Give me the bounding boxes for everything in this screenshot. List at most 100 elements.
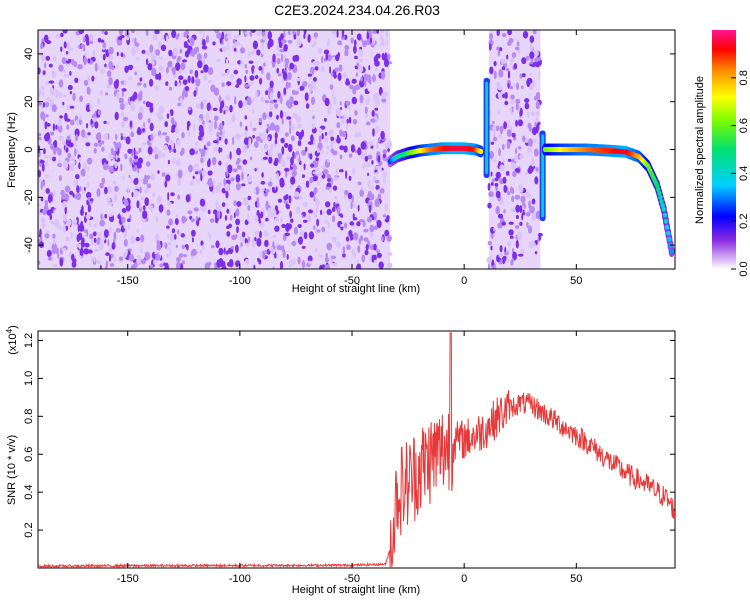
noise-speckle (374, 67, 378, 72)
noise-speckle (296, 30, 301, 37)
noise-speckle (324, 131, 328, 136)
noise-speckle (293, 100, 299, 106)
noise-speckle (341, 30, 345, 34)
noise-speckle (115, 227, 122, 233)
noise-speckle (504, 100, 509, 106)
noise-speckle (233, 69, 239, 75)
noise-speckle (253, 264, 256, 269)
noise-speckle (45, 114, 49, 118)
noise-speckle (247, 204, 251, 211)
noise-speckle (208, 182, 214, 187)
ridge-point (667, 236, 672, 242)
noise-speckle (231, 45, 235, 52)
noise-speckle (337, 40, 343, 46)
noise-speckle (44, 160, 49, 167)
noise-speckle (387, 140, 392, 149)
noise-speckle (206, 264, 210, 269)
noise-speckle (124, 201, 129, 207)
noise-speckle (503, 251, 509, 256)
noise-speckle (262, 156, 268, 160)
noise-speckle (165, 174, 171, 182)
noise-speckle (83, 56, 88, 66)
noise-speckle (118, 30, 123, 36)
noise-speckle (221, 260, 226, 268)
noise-speckle (236, 226, 239, 234)
noise-speckle (136, 162, 142, 169)
noise-speckle (493, 60, 497, 67)
noise-speckle (330, 262, 335, 266)
noise-speckle (149, 44, 154, 53)
noise-speckle (196, 103, 201, 109)
noise-speckle (293, 226, 298, 235)
noise-speckle (226, 81, 232, 86)
noise-speckle (38, 203, 41, 207)
noise-speckle (535, 62, 541, 68)
noise-speckle (508, 229, 514, 236)
noise-speckle (365, 244, 369, 251)
noise-speckle (372, 37, 375, 45)
noise-speckle (197, 60, 203, 69)
noise-speckle (310, 43, 316, 48)
noise-speckle (66, 135, 71, 141)
snr-y-label: SNR (10 * v/v) (6, 435, 18, 505)
noise-speckle (499, 164, 505, 172)
noise-speckle (372, 128, 375, 137)
noise-speckle (363, 237, 369, 242)
noise-speckle (357, 245, 361, 253)
noise-speckle (529, 51, 535, 59)
noise-speckle (177, 69, 182, 74)
noise-speckle (181, 33, 184, 37)
noise-speckle (362, 40, 368, 48)
noise-speckle (345, 80, 351, 86)
noise-speckle (376, 252, 382, 259)
noise-speckle (161, 34, 166, 40)
noise-speckle (152, 146, 159, 154)
noise-speckle (192, 123, 196, 131)
y-tick-label: 0.6 (23, 447, 35, 462)
noise-speckle (339, 115, 344, 119)
noise-speckle (225, 161, 228, 169)
noise-speckle (223, 107, 229, 111)
noise-speckle (216, 210, 221, 219)
noise-speckle (284, 142, 289, 148)
noise-speckle (134, 71, 138, 76)
noise-speckle (86, 123, 89, 129)
noise-speckle (58, 135, 64, 141)
noise-speckle (73, 179, 79, 187)
noise-speckle (244, 219, 249, 226)
noise-speckle (44, 174, 50, 178)
noise-speckle (271, 186, 275, 192)
noise-speckle (311, 122, 316, 130)
noise-speckle (156, 240, 161, 246)
noise-speckle (367, 180, 371, 188)
noise-speckle (136, 129, 142, 135)
noise-speckle (140, 196, 145, 200)
noise-speckle (506, 140, 511, 150)
noise-speckle (368, 65, 371, 71)
noise-speckle (357, 204, 360, 212)
noise-speckle (382, 214, 387, 218)
noise-speckle (195, 78, 201, 87)
ridge-point (660, 202, 665, 208)
noise-speckle (354, 39, 357, 47)
noise-speckle (232, 168, 238, 173)
noise-speckle (345, 100, 351, 106)
noise-speckle (318, 128, 322, 133)
noise-speckle (65, 147, 69, 153)
noise-speckle (331, 30, 337, 35)
noise-speckle (297, 140, 302, 147)
noise-speckle (200, 148, 206, 157)
noise-speckle (247, 195, 252, 201)
noise-speckle (374, 169, 378, 173)
noise-speckle (497, 85, 503, 91)
noise-speckle (125, 136, 131, 145)
noise-speckle (142, 100, 146, 104)
noise-speckle (351, 78, 357, 84)
noise-speckle (226, 42, 230, 50)
noise-speckle (299, 229, 304, 239)
noise-speckle (513, 83, 516, 87)
noise-speckle (110, 150, 116, 155)
noise-speckle (123, 239, 128, 247)
noise-speckle (385, 157, 388, 162)
noise-speckle (175, 158, 181, 167)
